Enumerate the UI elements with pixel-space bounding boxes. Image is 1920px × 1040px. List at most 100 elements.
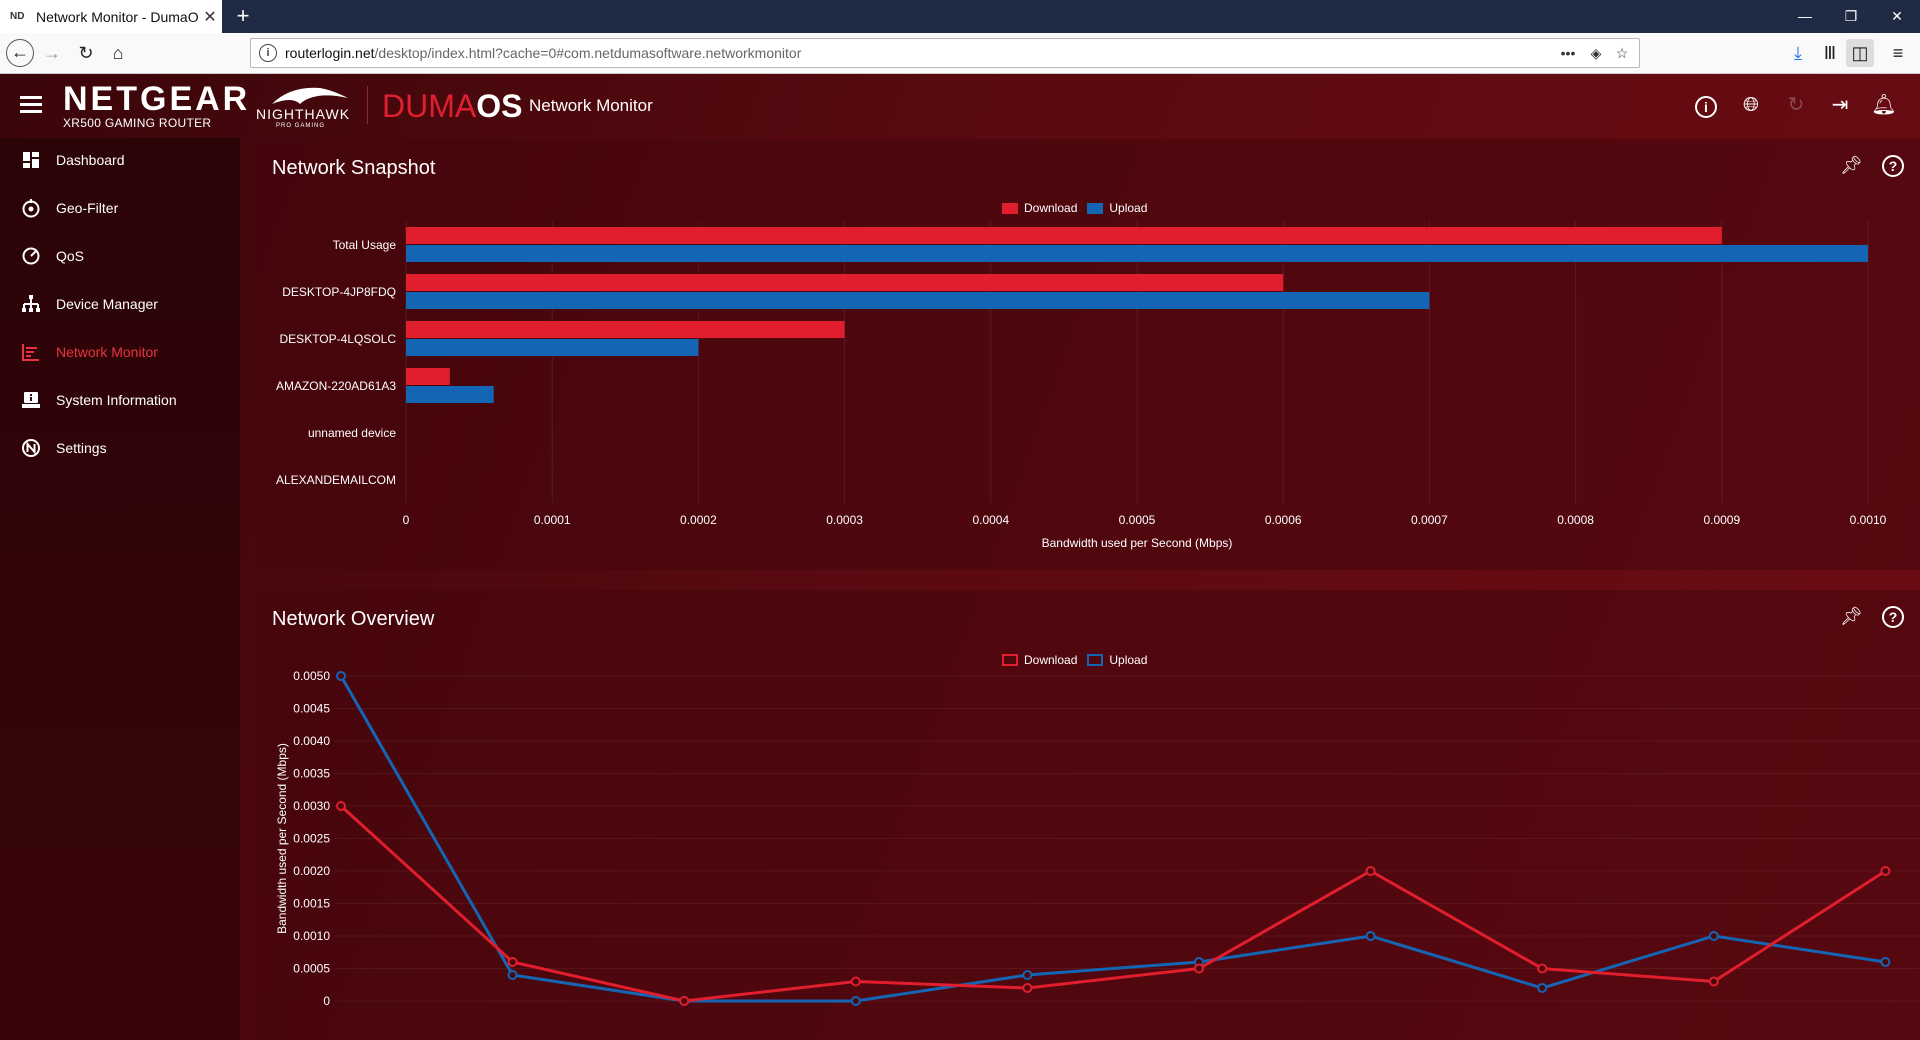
sidebar-item-system-information[interactable]: System Information bbox=[0, 382, 240, 418]
category-label: DESKTOP-4JP8FDQ bbox=[282, 285, 396, 299]
address-bar[interactable]: i routerlogin.net/desktop/index.html?cac… bbox=[250, 38, 1640, 68]
system-information-icon bbox=[20, 389, 42, 411]
point-download bbox=[1365, 866, 1376, 876]
sidebar-item-label: Geo-Filter bbox=[56, 200, 119, 216]
page-actions-icon[interactable]: ••• bbox=[1560, 45, 1576, 61]
header-divider bbox=[367, 86, 368, 124]
bookmark-star-icon[interactable]: ☆ bbox=[1615, 45, 1629, 61]
close-tab-icon[interactable]: ✕ bbox=[203, 8, 217, 26]
site-info-icon[interactable]: i bbox=[259, 44, 277, 62]
y-tick-label: 0.0005 bbox=[293, 962, 330, 976]
point-upload bbox=[336, 671, 346, 681]
point-download bbox=[1708, 976, 1719, 987]
network-monitor-icon bbox=[20, 341, 42, 363]
forward-icon[interactable]: → bbox=[43, 43, 61, 63]
sidebar-item-qos[interactable]: QoS bbox=[0, 238, 240, 274]
sidebar-item-label: QoS bbox=[56, 248, 85, 264]
sidebar-item-device-manager[interactable]: Device Manager bbox=[0, 286, 240, 322]
y-tick-label: 0 bbox=[323, 994, 330, 1008]
pocket-icon[interactable]: ◈ bbox=[1590, 45, 1602, 61]
legend-download-label: Download bbox=[1024, 201, 1078, 215]
sidebar-item-label: Device Manager bbox=[56, 296, 158, 312]
sidebar: Dashboard Geo-Filter QoS Device Manager … bbox=[0, 138, 240, 1040]
point-upload bbox=[850, 996, 861, 1006]
restore-icon[interactable]: ❐ bbox=[1844, 8, 1858, 24]
settings-icon bbox=[20, 437, 42, 459]
hamburger-menu-icon[interactable] bbox=[20, 96, 42, 114]
x-axis-label: Bandwidth used per Second (Mbps) bbox=[1042, 536, 1233, 550]
notifications-bell-icon[interactable]: 🔔︎ bbox=[1871, 94, 1897, 116]
new-tab-icon[interactable]: + bbox=[236, 3, 250, 28]
point-download bbox=[1537, 963, 1548, 974]
legend-download-swatch bbox=[1002, 654, 1018, 666]
bar-download bbox=[406, 368, 450, 385]
language-globe-icon[interactable]: 🌐︎ bbox=[1743, 94, 1759, 116]
sidebar-item-network-monitor[interactable]: Network Monitor bbox=[0, 334, 240, 370]
x-tick-label: 0.0006 bbox=[1265, 513, 1302, 527]
downloads-icon[interactable]: ⤓ bbox=[1794, 43, 1802, 63]
legend-upload-swatch bbox=[1087, 202, 1104, 214]
tab-favicon: ND bbox=[10, 11, 25, 22]
library-icon[interactable]: Ⅲ bbox=[1823, 43, 1837, 63]
point-upload bbox=[1880, 957, 1891, 967]
network-overview-chart: 0 0.0005 0.0010 0.0015 0.0020 0.0025 0.0030 0.0… bbox=[275, 669, 1920, 1008]
help-icon[interactable]: ? bbox=[1882, 155, 1904, 177]
sidebar-item-settings[interactable]: Settings bbox=[0, 430, 240, 466]
point-download bbox=[507, 957, 518, 967]
close-window-icon[interactable]: ✕ bbox=[1891, 8, 1903, 24]
sidebar-item-geo-filter[interactable]: Geo-Filter bbox=[0, 190, 240, 226]
sidebar-item-label: Settings bbox=[56, 440, 107, 456]
bar-upload bbox=[406, 292, 1430, 309]
tab-title: Network Monitor - DumaOS bbox=[36, 8, 198, 25]
x-tick-label: 0.0004 bbox=[972, 513, 1009, 527]
dashboard-icon bbox=[20, 149, 42, 171]
x-tick-label: 0.0005 bbox=[1119, 513, 1156, 527]
pin-icon[interactable]: 📌︎ bbox=[1840, 155, 1863, 175]
y-tick-label: 0.0010 bbox=[293, 929, 330, 943]
reload-icon[interactable]: ↻ bbox=[78, 43, 94, 63]
category-label: Total Usage bbox=[333, 238, 397, 252]
x-tick-label: 0.0007 bbox=[1411, 513, 1448, 527]
qos-icon bbox=[20, 245, 42, 267]
device-manager-icon bbox=[20, 293, 42, 315]
app-header: NETGEAR XR500 GAMING ROUTER NIGHTHAWK PR… bbox=[0, 74, 1920, 138]
line-download bbox=[339, 804, 1887, 1003]
pin-icon[interactable]: 📌︎ bbox=[1840, 606, 1863, 626]
menu-icon[interactable]: ≡ bbox=[1892, 43, 1904, 63]
y-tick-label: 0.0020 bbox=[293, 864, 330, 878]
point-upload bbox=[507, 970, 518, 980]
back-icon[interactable]: ← bbox=[6, 39, 34, 67]
sidebar-item-dashboard[interactable]: Dashboard bbox=[0, 142, 240, 178]
x-tick-label: 0.0003 bbox=[826, 513, 863, 527]
dumaos-logo: DUMAOS bbox=[382, 88, 523, 124]
duma-app: NETGEAR XR500 GAMING ROUTER NIGHTHAWK PR… bbox=[0, 74, 1920, 1040]
netgear-logo: NETGEAR XR500 GAMING ROUTER bbox=[63, 80, 251, 130]
bar-upload bbox=[406, 386, 494, 403]
sidebar-item-label: Dashboard bbox=[56, 152, 125, 168]
sidebar-toggle-icon[interactable]: ◫ bbox=[1846, 39, 1874, 67]
category-label: unnamed device bbox=[308, 426, 396, 440]
bar-download bbox=[406, 227, 1722, 244]
legend-upload-label: Upload bbox=[1109, 653, 1148, 667]
x-tick-label: 0.0002 bbox=[680, 513, 717, 527]
help-icon[interactable]: ? bbox=[1882, 606, 1904, 628]
point-upload bbox=[1537, 983, 1548, 993]
panel-title: Network Snapshot bbox=[272, 157, 436, 179]
bar-download bbox=[406, 321, 845, 338]
legend-upload-swatch bbox=[1087, 654, 1104, 666]
legend-download-label: Download bbox=[1024, 653, 1078, 667]
point-upload bbox=[1708, 931, 1719, 941]
point-upload bbox=[1365, 931, 1376, 941]
info-icon[interactable]: i bbox=[1695, 96, 1717, 118]
refresh-icon[interactable]: ↻ bbox=[1787, 94, 1805, 116]
category-label: DESKTOP-4LQSOLC bbox=[280, 332, 397, 346]
browser-tab[interactable]: ND Network Monitor - DumaOS ✕ bbox=[0, 0, 222, 33]
minimize-icon[interactable]: — bbox=[1798, 8, 1812, 24]
point-download bbox=[336, 801, 346, 811]
browser-nav-bar: ← → ↻ ⌂ i routerlogin.net/desktop/index.… bbox=[0, 33, 1920, 74]
logout-icon[interactable]: ⇥ bbox=[1831, 94, 1849, 116]
home-icon[interactable]: ⌂ bbox=[112, 43, 124, 63]
x-tick-label: 0.0008 bbox=[1557, 513, 1594, 527]
bar-upload bbox=[406, 339, 699, 356]
y-tick-label: 0.0045 bbox=[293, 702, 330, 716]
